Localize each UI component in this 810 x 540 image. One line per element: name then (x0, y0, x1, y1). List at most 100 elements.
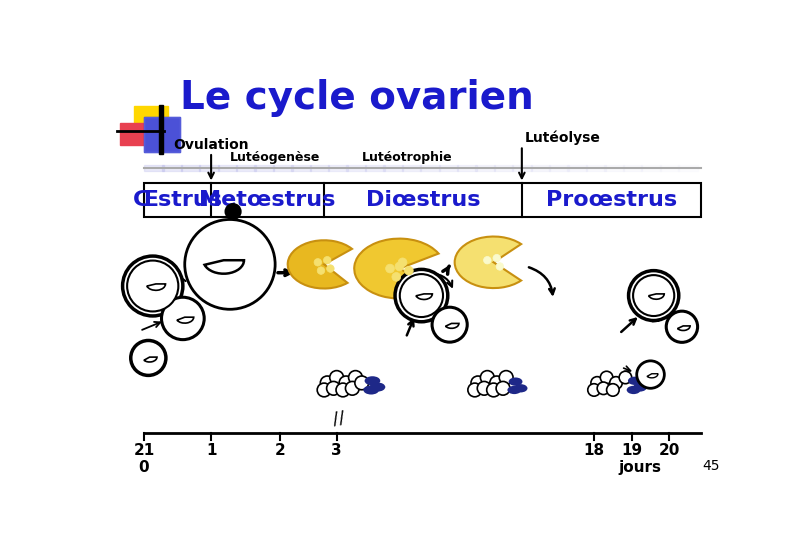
Wedge shape (288, 240, 352, 288)
Ellipse shape (364, 386, 379, 395)
Bar (604, 165, 624, 171)
Ellipse shape (597, 382, 610, 395)
Wedge shape (649, 294, 664, 299)
Wedge shape (205, 260, 244, 274)
Text: 45: 45 (702, 459, 719, 473)
Bar (144, 165, 164, 171)
Bar (678, 165, 697, 171)
Ellipse shape (318, 383, 331, 397)
Ellipse shape (395, 269, 448, 322)
Ellipse shape (130, 341, 166, 375)
Ellipse shape (432, 307, 467, 342)
Ellipse shape (468, 383, 482, 397)
Ellipse shape (323, 256, 331, 264)
Ellipse shape (666, 311, 697, 342)
Ellipse shape (487, 383, 501, 397)
Text: Œstrus: Œstrus (133, 190, 223, 210)
Wedge shape (147, 284, 165, 291)
Bar (623, 165, 642, 171)
Text: 18: 18 (583, 443, 604, 458)
Ellipse shape (480, 370, 494, 384)
Ellipse shape (399, 258, 407, 267)
Ellipse shape (369, 382, 386, 392)
Bar (347, 165, 366, 171)
Ellipse shape (590, 377, 603, 389)
Ellipse shape (127, 261, 178, 312)
Bar (383, 165, 403, 171)
Bar (159, 105, 163, 154)
Text: Le cycle ovarien: Le cycle ovarien (180, 79, 534, 117)
Text: 0: 0 (139, 460, 149, 475)
Ellipse shape (400, 274, 443, 317)
Text: //: // (331, 409, 346, 429)
Bar (328, 165, 347, 171)
Bar (586, 165, 606, 171)
Bar (494, 165, 514, 171)
Bar (218, 165, 237, 171)
Wedge shape (177, 317, 194, 323)
Ellipse shape (633, 275, 674, 316)
Ellipse shape (610, 377, 622, 389)
Ellipse shape (185, 219, 275, 309)
Ellipse shape (318, 267, 325, 274)
Bar (457, 165, 476, 171)
Text: Ovulation: Ovulation (173, 138, 249, 152)
Ellipse shape (499, 370, 513, 384)
Ellipse shape (326, 381, 340, 395)
Bar (273, 165, 292, 171)
Wedge shape (416, 294, 433, 300)
Ellipse shape (490, 376, 504, 390)
Bar (144, 183, 701, 217)
Ellipse shape (314, 259, 322, 266)
Text: Lutéotrophie: Lutéotrophie (362, 151, 453, 164)
Ellipse shape (477, 381, 491, 395)
Bar (512, 165, 532, 171)
Ellipse shape (364, 376, 380, 386)
Ellipse shape (339, 376, 353, 390)
Ellipse shape (326, 265, 335, 272)
Ellipse shape (496, 263, 504, 270)
Bar (181, 165, 200, 171)
Ellipse shape (336, 383, 350, 397)
Ellipse shape (600, 371, 613, 384)
Ellipse shape (386, 264, 394, 273)
Ellipse shape (627, 386, 641, 394)
Text: 3: 3 (331, 443, 342, 458)
Ellipse shape (493, 254, 501, 262)
Text: Diœstrus: Diœstrus (366, 190, 480, 210)
Ellipse shape (633, 383, 646, 392)
Bar (199, 165, 219, 171)
Text: jours: jours (618, 460, 661, 475)
Text: Lutéogenèse: Lutéogenèse (230, 151, 320, 164)
Bar (420, 165, 440, 171)
Wedge shape (446, 323, 459, 328)
Text: Proœstrus: Proœstrus (546, 190, 677, 210)
Bar (309, 165, 330, 171)
Ellipse shape (225, 204, 241, 219)
Text: Metœstrus: Metœstrus (199, 190, 336, 210)
Wedge shape (354, 239, 438, 299)
Bar (642, 165, 661, 171)
Ellipse shape (496, 381, 510, 395)
Bar (254, 165, 274, 171)
Bar (531, 165, 550, 171)
Bar (549, 165, 569, 171)
Text: 2: 2 (275, 443, 286, 458)
Wedge shape (647, 374, 658, 378)
Text: 19: 19 (621, 443, 642, 458)
Bar (568, 165, 587, 171)
Ellipse shape (509, 377, 522, 386)
Wedge shape (144, 357, 157, 362)
Bar (144, 117, 181, 152)
Bar (134, 106, 168, 133)
Bar (162, 165, 182, 171)
Ellipse shape (392, 273, 401, 281)
Bar (438, 165, 458, 171)
Bar (364, 165, 385, 171)
Bar (402, 165, 421, 171)
Ellipse shape (330, 370, 343, 384)
Bar (236, 165, 256, 171)
Bar (292, 165, 311, 171)
Ellipse shape (607, 384, 619, 396)
Ellipse shape (471, 376, 485, 390)
